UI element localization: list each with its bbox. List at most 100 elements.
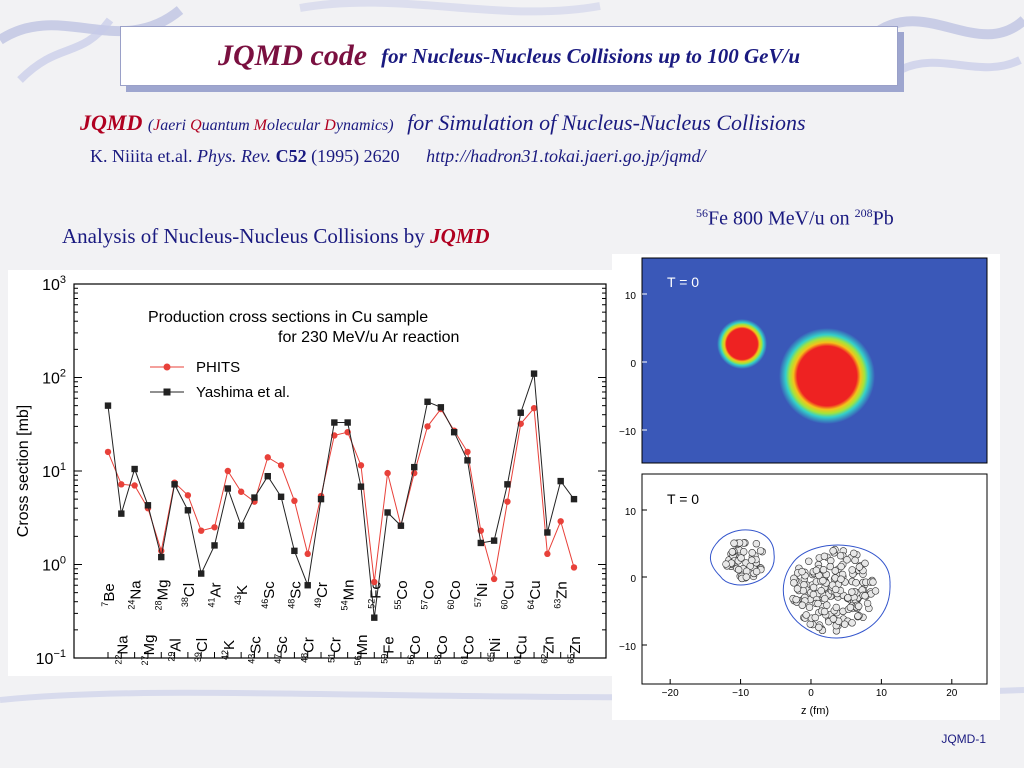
x-tick-label: 43Sc xyxy=(246,636,264,664)
target-density-blob xyxy=(779,328,875,424)
x-tick-label: 61Cu xyxy=(513,635,531,664)
target-nucleon xyxy=(798,601,806,609)
data-point-1 xyxy=(557,477,564,485)
scatter-y-tick-label: 0 xyxy=(630,574,636,585)
data-point-1 xyxy=(331,419,338,426)
target-nucleon xyxy=(829,547,837,555)
data-point-0 xyxy=(118,481,125,488)
x-tick-label: 22Na xyxy=(113,635,131,665)
slide-number: JQMD-1 xyxy=(941,732,986,746)
y-tick-label: 101 xyxy=(42,461,66,481)
projectile-mass: 56 xyxy=(696,206,708,220)
target-nucleon xyxy=(855,563,864,571)
data-point-1 xyxy=(490,537,498,544)
target-nucleon xyxy=(837,562,845,571)
data-point-0 xyxy=(277,462,285,469)
target-outline xyxy=(782,544,891,639)
projectile-nucleon xyxy=(734,566,743,574)
target-nucleon xyxy=(817,586,825,595)
slide-title: JQMD code xyxy=(217,39,368,72)
x-tick-label: 38Cl xyxy=(180,583,198,607)
target-nucleon xyxy=(861,559,869,568)
target-nucleon xyxy=(812,566,821,575)
target-nucleon xyxy=(841,620,849,628)
x-tick-label: 7Be xyxy=(100,583,118,606)
data-point-1 xyxy=(211,542,218,549)
x-tick-label: 65Ni xyxy=(486,638,504,662)
x-tick-label: 60Co xyxy=(446,580,464,609)
x-tick-label: 46Sc xyxy=(260,581,278,609)
projectile-nucleon xyxy=(742,573,751,581)
data-point-1 xyxy=(237,522,245,529)
data-point-1 xyxy=(437,404,445,411)
target-nucleon xyxy=(809,583,818,592)
simulation-plots: T = 0 10 0 −10 T = 0 10 0 −10 −20 −10 0 10 20 z (fm) xyxy=(619,257,988,717)
data-point-0 xyxy=(198,527,205,534)
x-tick-label: 43K xyxy=(233,585,251,605)
target-nucleon xyxy=(846,603,855,612)
data-point-0 xyxy=(104,448,112,456)
target-nucleon xyxy=(848,619,856,627)
x-tick-label: 24Na xyxy=(127,580,145,610)
target-nucleon xyxy=(854,612,862,620)
projectile-nucleon xyxy=(722,560,730,568)
x-tick-label: 65Zn xyxy=(566,636,584,664)
projectile-nucleon xyxy=(752,540,761,548)
target-nucleon xyxy=(820,552,829,561)
data-point-1 xyxy=(251,494,258,501)
x-tick-label: 48Sc xyxy=(286,581,304,609)
target-nucleon xyxy=(793,585,802,593)
data-point-0 xyxy=(211,524,218,531)
data-point-0 xyxy=(224,467,232,475)
target-nucleon xyxy=(852,579,860,587)
jqmd-name: JQMD xyxy=(80,110,143,135)
target-nucleon xyxy=(814,599,822,608)
scatter-y-tick-label: −10 xyxy=(619,642,636,653)
data-point-0 xyxy=(131,482,138,489)
data-point-0 xyxy=(490,575,498,583)
simulation-panel: T = 0 10 0 −10 T = 0 10 0 −10 −20 −10 0 10 20 z (fm) xyxy=(612,254,1000,720)
x-tick-label: 62Zn xyxy=(539,636,557,664)
x-tick-label: 54Mn xyxy=(340,580,358,611)
data-point-1 xyxy=(464,457,471,464)
y-tick-label: 100 xyxy=(42,555,66,575)
data-point-0 xyxy=(557,518,564,525)
target-nucleon xyxy=(869,578,877,586)
target-nucleon xyxy=(832,585,840,594)
data-point-1 xyxy=(411,463,418,471)
data-point-1 xyxy=(384,509,391,516)
target-nucleon xyxy=(821,594,829,603)
series-line-1 xyxy=(107,373,575,618)
jqmd-url-link[interactable]: http://hadron31.tokai.jaeri.go.jp/jqmd/ xyxy=(426,146,706,166)
x-tick-label: 42K xyxy=(220,640,238,660)
x-tick-label: 52Fe xyxy=(366,581,384,609)
projectile-nucleon xyxy=(737,554,745,562)
target-nucleon xyxy=(823,601,831,609)
target-nucleon xyxy=(805,603,814,612)
legend-marker xyxy=(163,388,171,396)
target-nucleon xyxy=(836,551,845,560)
slide-subtitle: for Nucleus-Nucleus Collisions up to 100… xyxy=(381,43,801,68)
ref-authors: K. Niiita et.al. xyxy=(90,146,193,166)
target-nucleon xyxy=(871,587,880,595)
heatmap-y-tick-label: 10 xyxy=(625,291,637,302)
projectile-nucleon xyxy=(748,549,756,557)
data-point-1 xyxy=(317,495,325,503)
scatter-x-tick-label: 10 xyxy=(876,688,888,699)
data-point-1 xyxy=(104,402,112,409)
simulation-label: 56Fe 800 MeV/u on 208Pb xyxy=(696,206,894,231)
data-point-0 xyxy=(530,404,538,412)
x-tick-label: 59Fe xyxy=(380,636,398,664)
x-tick-label: 27Mg xyxy=(140,635,158,666)
target-nucleon xyxy=(854,602,863,610)
data-point-0 xyxy=(544,550,551,558)
data-point-1 xyxy=(304,582,311,589)
target-nucleon xyxy=(832,603,841,612)
x-tick-label: 48Cr xyxy=(300,637,318,663)
data-point-1 xyxy=(171,481,178,488)
target-nucleon xyxy=(819,566,828,574)
x-tick-label: 58Co xyxy=(433,635,451,664)
data-point-0 xyxy=(264,454,271,461)
x-tick-label: 56Mn xyxy=(353,635,371,666)
y-tick-label: 10−1 xyxy=(36,648,66,668)
